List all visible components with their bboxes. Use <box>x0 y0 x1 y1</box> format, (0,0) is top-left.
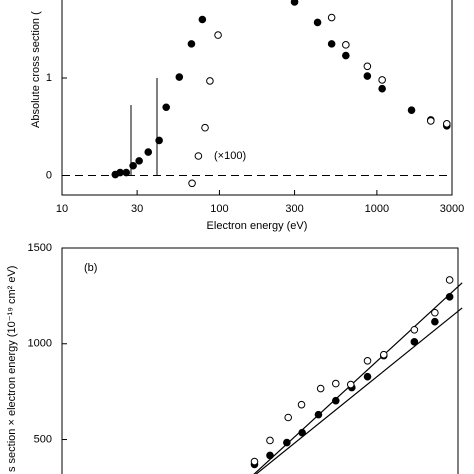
data-point <box>410 325 419 334</box>
data-point <box>187 40 196 48</box>
data-point <box>363 62 372 71</box>
data-point <box>378 76 386 84</box>
data-point <box>363 72 372 80</box>
y-tick-label: 1500 <box>28 242 52 254</box>
data-point <box>445 293 454 301</box>
fit-line <box>255 307 463 474</box>
data-point <box>175 73 184 81</box>
data-point <box>327 13 336 22</box>
data-point <box>442 120 451 128</box>
data-point <box>410 338 419 346</box>
data-point <box>363 372 372 381</box>
data-point <box>122 168 131 177</box>
data-point <box>266 451 274 460</box>
data-point <box>342 51 350 60</box>
data-point <box>206 77 214 85</box>
data-point <box>194 152 203 160</box>
data-point <box>188 179 196 188</box>
y-tick-label: 1000 <box>28 338 52 350</box>
data-point <box>284 413 293 422</box>
data-point <box>201 123 209 132</box>
data-point <box>426 117 435 125</box>
bottom-frame <box>61 247 459 474</box>
data-point <box>198 15 207 24</box>
data-point <box>283 438 291 447</box>
data-point <box>431 308 439 317</box>
data-point <box>316 384 325 393</box>
data-point <box>342 41 350 49</box>
x-tick-label: 30 <box>131 203 143 215</box>
data-point <box>116 168 124 177</box>
data-point <box>290 0 299 6</box>
y-tick-label: 500 <box>34 433 52 445</box>
annotation: (×100) <box>214 150 246 162</box>
data-point <box>363 357 372 365</box>
fit-line <box>253 282 463 474</box>
y-tick-label: 0 <box>46 169 52 181</box>
x-tick-label: 300 <box>285 203 303 215</box>
data-point <box>407 106 416 114</box>
data-point <box>331 396 340 405</box>
data-point <box>346 380 355 389</box>
data-point <box>155 136 163 145</box>
y-axis-label: Absolute cross section ( <box>30 11 42 128</box>
top-frame <box>61 0 453 196</box>
data-point <box>266 436 274 445</box>
data-point <box>298 428 306 437</box>
data-point <box>250 457 259 466</box>
data-point <box>378 84 386 93</box>
x-axis-label: Electron energy (eV) <box>207 220 308 232</box>
data-point <box>431 317 439 326</box>
data-point <box>135 157 143 165</box>
data-point <box>129 161 137 170</box>
x-tick-label: 100 <box>210 203 228 215</box>
x-tick-label: 1000 <box>365 203 389 215</box>
data-point <box>331 379 340 388</box>
y-axis-label: s section × electron energy (10⁻¹⁹ cm² e… <box>6 266 18 472</box>
data-point <box>445 276 454 284</box>
data-point <box>313 18 322 27</box>
panel-label: (b) <box>84 262 97 274</box>
data-point <box>379 350 388 359</box>
data-point <box>297 400 306 409</box>
x-tick-label: 3000 <box>440 203 464 215</box>
data-point <box>314 410 323 419</box>
x-tick-label: 10 <box>56 203 68 215</box>
data-point <box>162 103 170 112</box>
y-tick-label: 1 <box>46 72 52 84</box>
data-point <box>144 148 153 156</box>
data-point <box>327 40 336 48</box>
data-point <box>214 31 222 39</box>
